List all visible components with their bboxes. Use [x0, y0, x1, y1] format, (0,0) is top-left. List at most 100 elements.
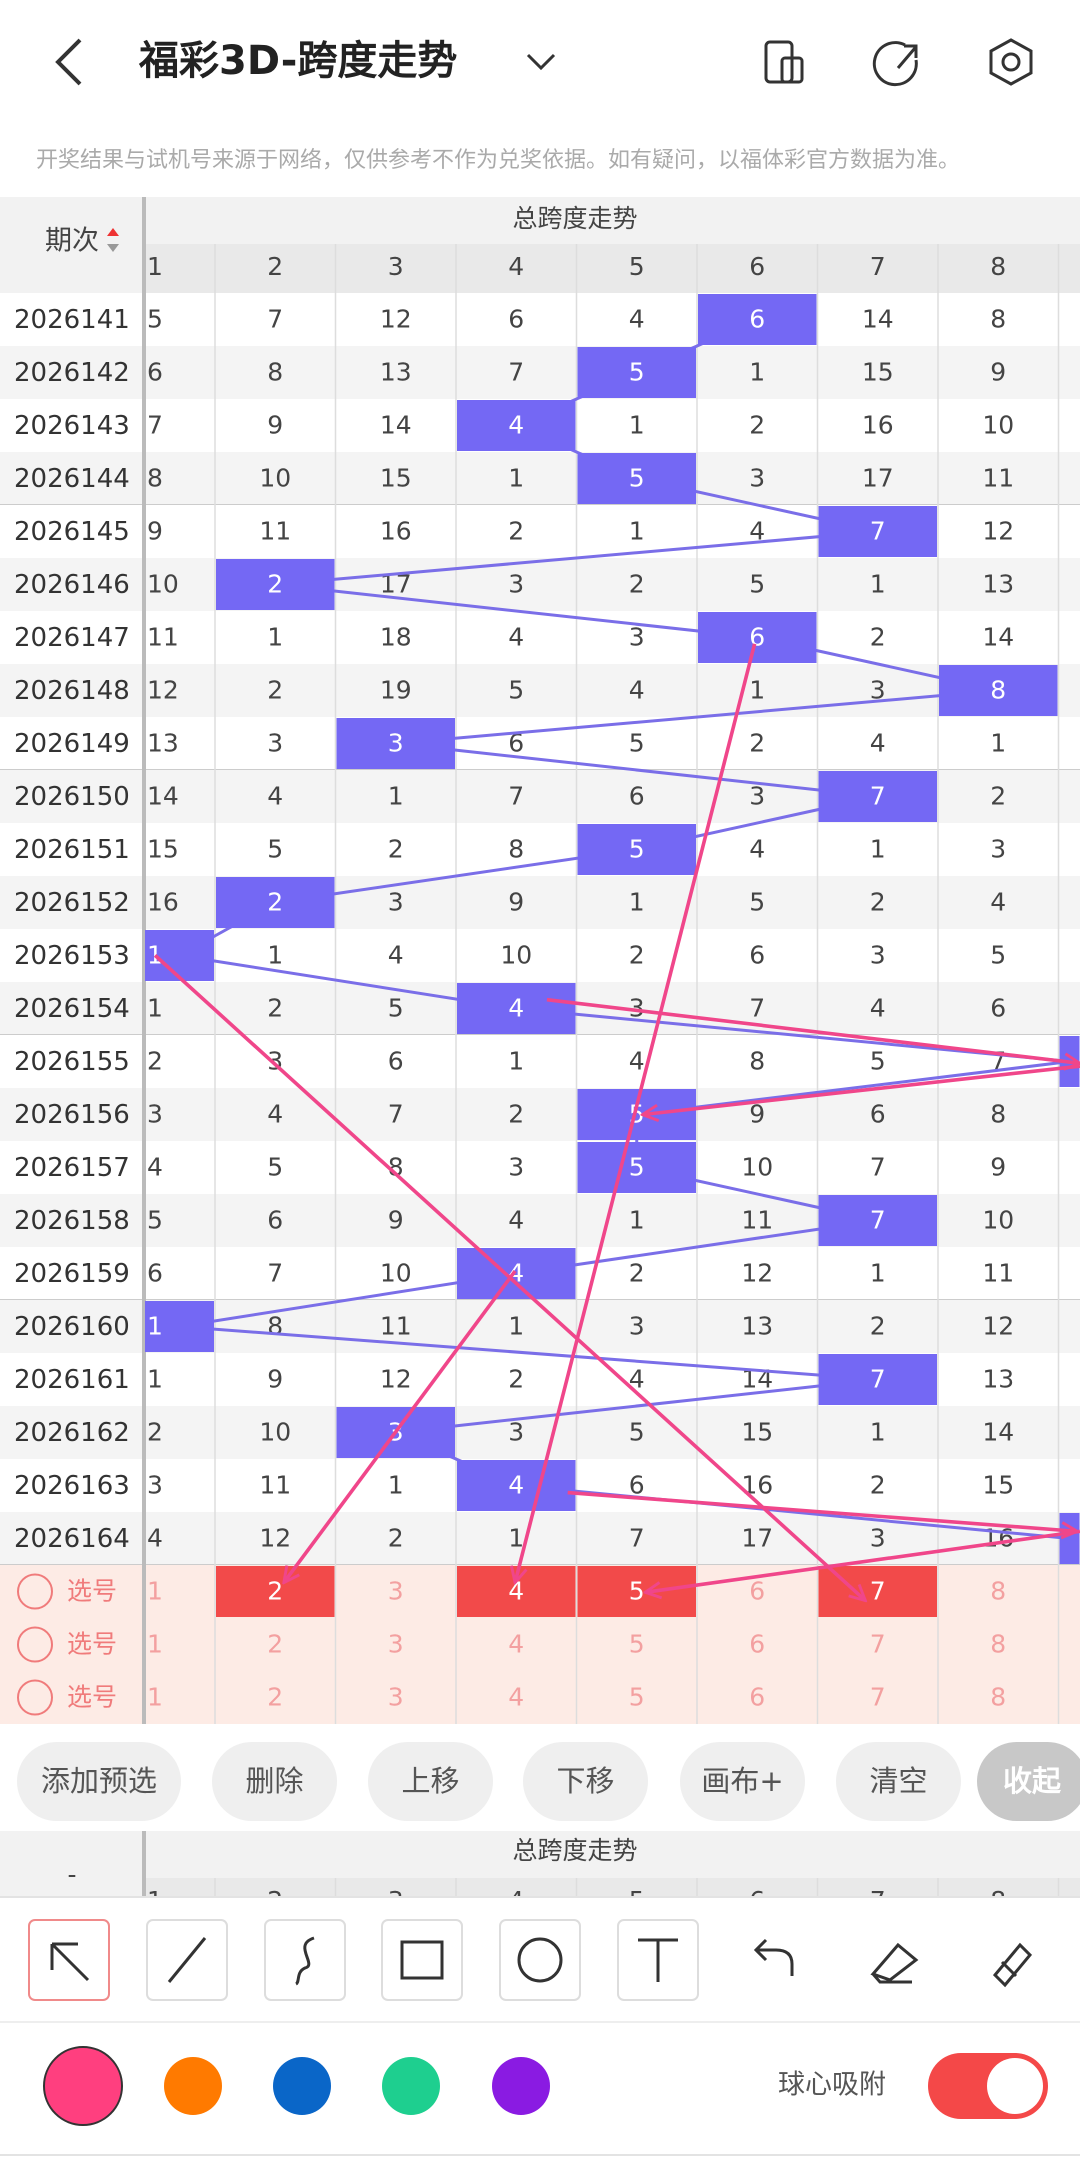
- lower-table: 总跨度走势 - 1 2 3 4 5 6 7 8: [0, 1831, 1080, 1915]
- select-value[interactable]: 2: [267, 1683, 283, 1712]
- select-value[interactable]: 1: [147, 1630, 163, 1659]
- select-radio[interactable]: [17, 1573, 53, 1610]
- select-value[interactable]: 4: [508, 1683, 524, 1712]
- cell-value: 7: [508, 782, 524, 811]
- device-icon[interactable]: [764, 40, 804, 84]
- settings-icon[interactable]: [989, 38, 1033, 86]
- lower-column-header: 1: [147, 1886, 163, 1915]
- cell-value: 2: [870, 1312, 886, 1341]
- back-button[interactable]: [55, 38, 82, 86]
- select-value[interactable]: 7: [870, 1683, 886, 1712]
- hit-cell: [216, 877, 335, 928]
- cell-value: 1: [749, 676, 765, 705]
- button-bg[interactable]: [680, 1742, 805, 1821]
- color-green[interactable]: [382, 2057, 440, 2115]
- cell-value: 7: [147, 411, 163, 440]
- select-radio[interactable]: [17, 1626, 53, 1663]
- tool-circle[interactable]: [499, 1919, 581, 2001]
- select-value[interactable]: 3: [388, 1577, 404, 1606]
- button-label[interactable]: 上移: [401, 1764, 459, 1798]
- select-value[interactable]: 2: [267, 1577, 283, 1606]
- column-header: 7: [870, 252, 886, 281]
- select-value[interactable]: 3: [388, 1630, 404, 1659]
- tool-text[interactable]: [617, 1919, 699, 2001]
- cell-value: 6: [870, 1100, 886, 1129]
- button-bg[interactable]: [368, 1742, 493, 1821]
- button-bg[interactable]: [212, 1742, 337, 1821]
- hit-cell: [939, 665, 1058, 716]
- select-value[interactable]: 2: [267, 1630, 283, 1659]
- button-bg[interactable]: [977, 1742, 1080, 1821]
- issue: 2026162: [14, 1418, 130, 1448]
- cell-value: 17: [741, 1524, 773, 1553]
- button-bg[interactable]: [523, 1742, 648, 1821]
- column-header: 8: [990, 252, 1006, 281]
- tool-curve[interactable]: [264, 1919, 346, 2001]
- cell-value: 8: [990, 305, 1006, 334]
- hit-value: 7: [870, 782, 886, 811]
- tool-rect[interactable]: [381, 1919, 463, 2001]
- column-header: 5: [629, 252, 645, 281]
- tool-clear[interactable]: [992, 1942, 1033, 1988]
- button-bg[interactable]: [836, 1742, 961, 1821]
- row-bg: [0, 611, 1080, 664]
- select-radio[interactable]: [17, 1679, 53, 1716]
- select-value[interactable]: 6: [749, 1683, 765, 1712]
- cell-value: 4: [870, 994, 886, 1023]
- button-label[interactable]: 删除: [245, 1764, 303, 1798]
- select-value[interactable]: 5: [629, 1630, 645, 1659]
- hit-value: 3: [388, 729, 404, 758]
- cell-value: 1: [147, 994, 163, 1023]
- select-value[interactable]: 1: [147, 1577, 163, 1606]
- select-value[interactable]: 5: [629, 1577, 645, 1606]
- cell-value: 2: [990, 782, 1006, 811]
- select-value[interactable]: 8: [990, 1630, 1006, 1659]
- select-value[interactable]: 1: [147, 1683, 163, 1712]
- cell-value: 2: [388, 835, 404, 864]
- action-buttons: 添加预选 删除 上移 下移 画布+ 清空 收起: [0, 1725, 1080, 1831]
- color-purple[interactable]: [492, 2057, 550, 2115]
- row-bg: [0, 823, 1080, 876]
- cell-value: 2: [508, 517, 524, 546]
- select-value[interactable]: 4: [508, 1630, 524, 1659]
- color-blue[interactable]: [273, 2057, 331, 2115]
- cell-value: 11: [982, 1259, 1014, 1288]
- cell-value: 16: [147, 888, 179, 917]
- cell-value: 11: [741, 1206, 773, 1235]
- cell-value: 10: [741, 1153, 773, 1182]
- button-label[interactable]: 下移: [556, 1764, 614, 1798]
- tool-undo[interactable]: [753, 1938, 794, 1976]
- snap-toggle[interactable]: [928, 2053, 1048, 2119]
- issue: 2026153: [14, 941, 130, 971]
- cell-value: 7: [870, 1153, 886, 1182]
- color-orange[interactable]: [164, 2057, 222, 2115]
- select-value[interactable]: 7: [870, 1577, 886, 1606]
- cell-value: 6: [990, 994, 1006, 1023]
- select-value[interactable]: 3: [388, 1683, 404, 1712]
- tool-arrow[interactable]: [28, 1919, 110, 2001]
- select-value[interactable]: 8: [990, 1577, 1006, 1606]
- select-value[interactable]: 6: [749, 1577, 765, 1606]
- button-label[interactable]: 清空: [869, 1764, 927, 1798]
- share-icon[interactable]: [872, 41, 918, 87]
- cell-value: 10: [982, 411, 1014, 440]
- lower-column-header: 2: [267, 1886, 283, 1915]
- lower-column-header: 3: [388, 1886, 404, 1915]
- button-label[interactable]: 收起: [1003, 1764, 1062, 1798]
- cell-value: 13: [741, 1312, 773, 1341]
- select-value[interactable]: 6: [749, 1630, 765, 1659]
- tool-line[interactable]: [146, 1919, 228, 2001]
- button-label[interactable]: 画布+: [701, 1764, 783, 1798]
- color-pink[interactable]: [43, 2046, 123, 2126]
- button-bg[interactable]: [17, 1742, 181, 1821]
- issue: 2026145: [14, 517, 130, 547]
- select-value[interactable]: 8: [990, 1683, 1006, 1712]
- button-label[interactable]: 添加预选: [41, 1764, 157, 1798]
- title-dropdown[interactable]: [526, 53, 556, 71]
- trend-segment: [275, 848, 637, 904]
- cell-value: 9: [749, 1100, 765, 1129]
- select-value[interactable]: 5: [629, 1683, 645, 1712]
- select-value[interactable]: 7: [870, 1630, 886, 1659]
- trend-segment: [179, 1325, 878, 1381]
- tool-eraser[interactable]: [870, 1942, 919, 1984]
